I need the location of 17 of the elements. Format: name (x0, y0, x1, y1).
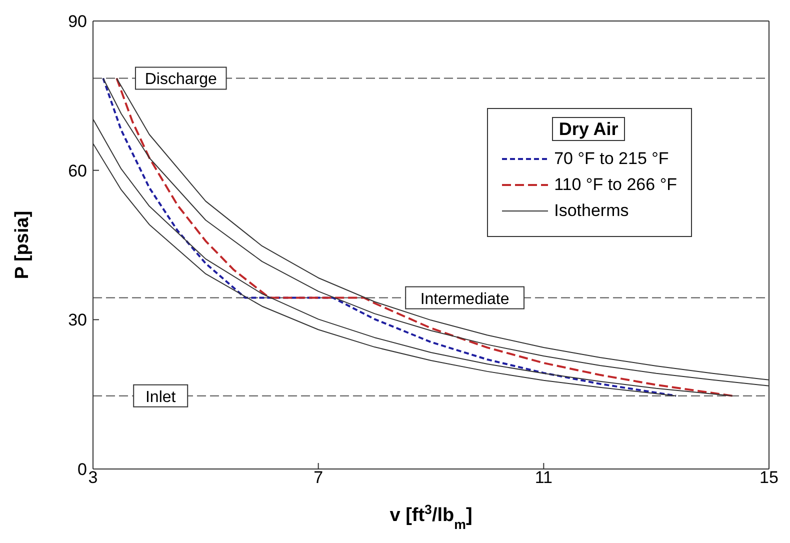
y-tick-label: 90 (68, 12, 87, 32)
y-axis-title: P [psia] (12, 210, 33, 280)
y-tick-label: 30 (68, 310, 87, 330)
x-tick-label: 11 (534, 468, 552, 488)
legend-label: Isotherms (554, 201, 629, 220)
ref-line-label: Intermediate (420, 290, 510, 308)
legend-title: Dry Air (558, 119, 618, 139)
x-tick-label: 7 (314, 468, 324, 488)
y-tick-label: 0 (78, 460, 87, 480)
legend-label: 70 °F to 215 °F (554, 149, 669, 168)
y-tick-label: 60 (68, 161, 87, 180)
ref-line-label: Discharge (144, 71, 217, 88)
x-tick-label: 3 (88, 468, 98, 488)
ref-line-label: Inlet (145, 388, 176, 406)
x-tick-label: 15 (760, 468, 778, 488)
legend-label: 110 °F to 266 °F (554, 175, 677, 194)
x-axis-title: v [ft$^{3}$/lb$_{m}$] (390, 502, 472, 532)
